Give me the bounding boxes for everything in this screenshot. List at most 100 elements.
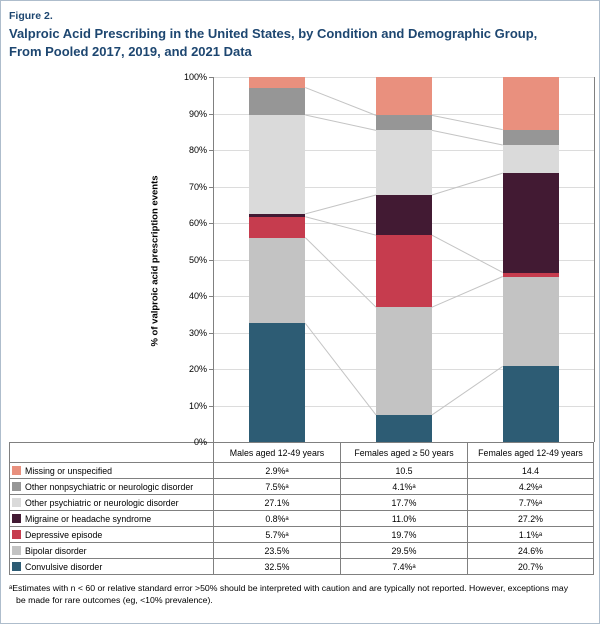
value-cell: 5.7%ᵃ xyxy=(213,526,341,544)
y-tick-mark xyxy=(209,259,213,261)
bar-segment xyxy=(249,213,306,217)
legend-cell: Other psychiatric or neurologic disorder xyxy=(9,494,214,512)
group-column-header: Males aged 12-49 years xyxy=(213,442,341,464)
value-cell: 10.5 xyxy=(340,462,468,480)
legend-label: Convulsive disorder xyxy=(25,561,103,572)
bar-group-2 xyxy=(376,77,432,443)
bar-segment xyxy=(376,77,432,116)
y-tick-mark xyxy=(209,150,213,152)
bar-segment xyxy=(502,77,559,130)
bar-segment xyxy=(502,366,559,443)
y-tick-label: 60% xyxy=(188,218,207,229)
y-tick-mark xyxy=(209,369,213,371)
legend-swatch xyxy=(12,497,21,507)
figure-title-line-1: Valproic Acid Prescribing in the United … xyxy=(9,26,538,41)
y-tick-mark xyxy=(209,442,213,444)
y-tick-label: 90% xyxy=(188,108,207,119)
bar-segment xyxy=(376,235,432,308)
legend-cell: Migraine or headache syndrome xyxy=(9,510,214,528)
value-cell: 29.5% xyxy=(340,542,468,560)
value-cell: 4.2%ᵃ xyxy=(467,478,594,496)
bar-group-3 xyxy=(502,77,559,443)
table-row: Depressive episode 5.7%ᵃ 19.7% 1.1%ᵃ xyxy=(9,526,594,544)
y-tick-label: 10% xyxy=(188,400,207,411)
legend-swatch xyxy=(12,513,21,523)
table-row: Bipolar disorder 23.5% 29.5% 24.6% xyxy=(9,542,594,560)
legend-swatch xyxy=(12,545,21,555)
bar-segment xyxy=(502,276,559,367)
value-cell: 27.1% xyxy=(213,494,341,512)
bar-segment xyxy=(376,115,432,131)
value-cell: 24.6% xyxy=(467,542,594,560)
legend-swatch xyxy=(12,529,21,539)
value-cell: 19.7% xyxy=(340,526,468,544)
legend-cell: Other nonpsychiatric or neurologic disor… xyxy=(9,478,214,496)
legend-label: Migraine or headache syndrome xyxy=(25,513,152,524)
bar-segment xyxy=(502,173,559,273)
bar-segment xyxy=(376,195,432,236)
legend-cell: Convulsive disorder xyxy=(9,558,214,576)
y-tick-mark xyxy=(209,332,213,334)
value-cell: 7.5%ᵃ xyxy=(213,478,341,496)
table-row: Migraine or headache syndrome 0.8%ᵃ 11.0% 2… xyxy=(9,510,594,528)
y-axis-label: % of valproic acid prescription events xyxy=(149,175,161,347)
value-cell: 7.7%ᵃ xyxy=(467,494,594,512)
table-row: Other psychiatric or neurologic disorder… xyxy=(9,494,594,512)
y-tick-label: 20% xyxy=(188,364,207,375)
legend-value-table: Males aged 12-49 years Females aged ≥ 50 … xyxy=(9,442,594,576)
bar-segment xyxy=(502,145,559,174)
y-tick-mark xyxy=(209,186,213,188)
y-tick-label: 50% xyxy=(188,254,207,265)
bar-segment xyxy=(502,129,559,146)
bar-segment xyxy=(249,237,306,324)
value-cell: 11.0% xyxy=(340,510,468,528)
table-row: Missing or unspecified 2.9%ᵃ 10.5 14.4 xyxy=(9,462,594,480)
legend-label: Bipolar disorder xyxy=(25,545,87,556)
value-cell: 20.7% xyxy=(467,558,594,576)
bar-segment xyxy=(249,77,306,88)
footnote-line-2: be made for rare outcomes (eg, <10% prev… xyxy=(16,595,213,606)
legend-swatch xyxy=(12,465,21,475)
legend-label: Other nonpsychiatric or neurologic disor… xyxy=(25,481,194,492)
y-tick-mark xyxy=(209,405,213,407)
plot-area xyxy=(213,77,595,443)
legend-swatch xyxy=(12,561,21,571)
bar-segment xyxy=(502,272,559,277)
legend-label: Other psychiatric or neurologic disorder xyxy=(25,497,179,508)
value-cell: 23.5% xyxy=(213,542,341,560)
y-tick-label: 70% xyxy=(188,181,207,192)
legend-label: Depressive episode xyxy=(25,529,103,540)
bar-group-1 xyxy=(249,77,306,443)
footnote-line-1: ᵃEstimates with n < 60 or relative stand… xyxy=(9,583,569,594)
figure-title: Valproic Acid Prescribing in the United … xyxy=(9,25,591,60)
figure-title-line-2: From Pooled 2017, 2019, and 2021 Data xyxy=(9,43,252,59)
bar-segment xyxy=(376,415,432,443)
value-cell: 1.1%ᵃ xyxy=(467,526,594,544)
legend-label: Missing or unspecified xyxy=(25,465,113,476)
segment-connector-lines xyxy=(304,87,503,416)
value-cell: 14.4 xyxy=(467,462,594,480)
y-tick-label: 0% xyxy=(193,437,207,448)
value-cell: 27.2% xyxy=(467,510,594,528)
group-column-header: Females aged 12-49 years xyxy=(467,442,594,464)
y-tick-label: 30% xyxy=(188,327,207,338)
y-tick-mark xyxy=(209,223,213,225)
value-cell: 4.1%ᵃ xyxy=(340,478,468,496)
group-column-header: Females aged ≥ 50 years xyxy=(340,442,468,464)
y-tick-mark xyxy=(209,77,213,79)
bar-segment xyxy=(376,307,432,416)
stacked-bar-chart: % of valproic acid prescription events 0… xyxy=(9,65,595,447)
legend-swatch xyxy=(12,481,21,491)
legend-cell: Missing or unspecified xyxy=(9,462,214,480)
footnote: ᵃEstimates with n < 60 or relative stand… xyxy=(9,582,591,606)
y-tick-mark xyxy=(209,113,213,115)
value-cell: 32.5% xyxy=(213,558,341,576)
table-header-row: Males aged 12-49 years Females aged ≥ 50 … xyxy=(9,442,594,464)
table-row: Convulsive disorder 32.5% 7.4%ᵃ 20.7% xyxy=(9,558,594,576)
legend-cell: Depressive episode xyxy=(9,526,214,544)
y-tick-label: 80% xyxy=(188,145,207,156)
y-tick-label: 100% xyxy=(183,72,207,83)
y-tick-mark xyxy=(209,296,213,298)
value-cell: 7.4%ᵃ xyxy=(340,558,468,576)
